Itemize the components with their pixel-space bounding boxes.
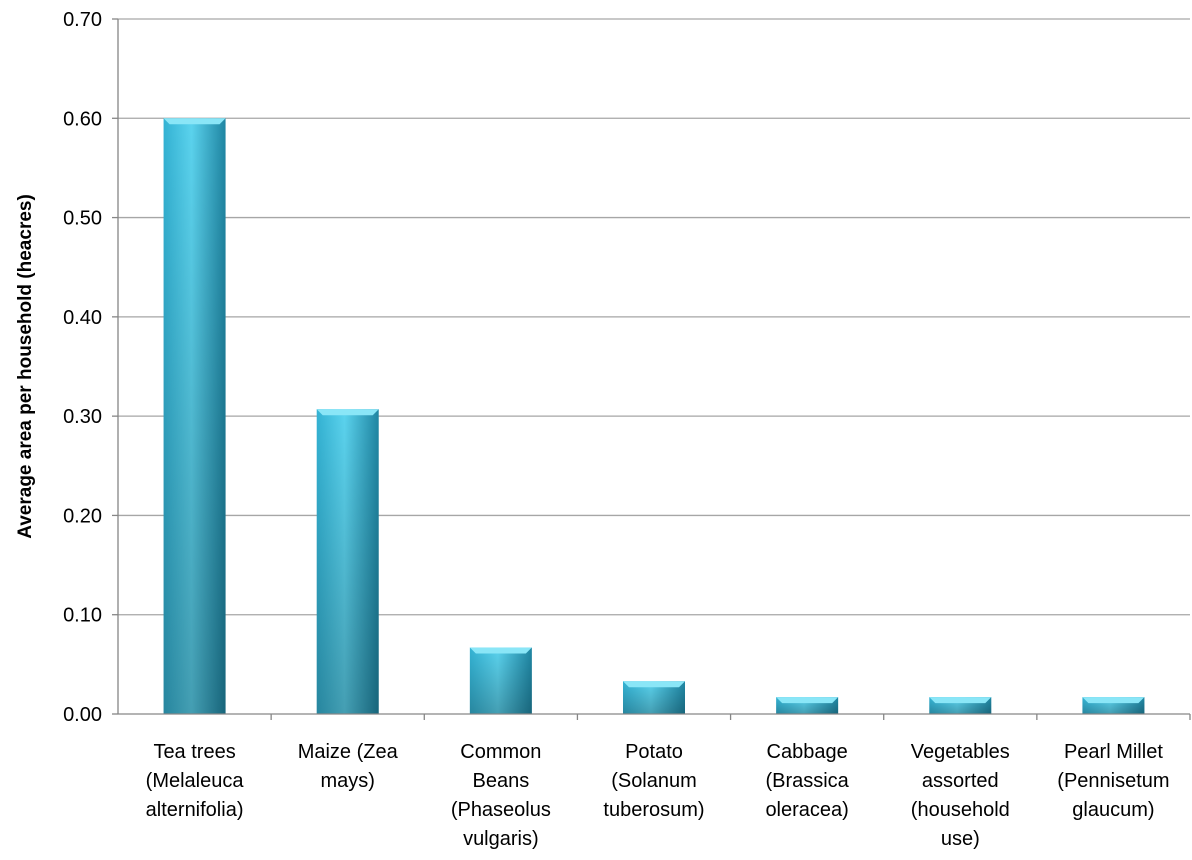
bar-bevel [316,409,379,416]
bar-shade [316,409,379,714]
x-category-label-line: assorted [922,770,999,792]
axes [112,18,1191,720]
x-category-label-line: (Phaseolus [451,799,551,821]
bar [1082,697,1145,714]
x-category-label-line: alternifolia) [146,799,244,821]
x-category-label-line: Common [460,741,541,763]
x-category-label-line: glaucum) [1072,799,1154,821]
bar-bevel [1082,697,1145,704]
x-category-label-line: use) [941,828,980,850]
bar [929,697,992,714]
x-category-label-line: mays) [320,770,374,792]
bar [163,118,226,715]
bar-bevel [776,697,839,704]
y-tick-label: 0.20 [63,505,102,527]
y-tick-label: 0.00 [63,704,102,726]
x-category-label: Common Beans (Phaseolus vulgaris) [451,741,551,850]
gridlines [118,18,1190,616]
x-category-label-line: Potato [625,741,683,763]
bar [316,409,379,714]
x-category-label: Cabbage (Brassica oleracea) [765,741,849,821]
bars [163,118,1145,715]
x-category-label-line: (Melaleuca [146,770,245,792]
x-category-label-line: vulgaris) [463,828,539,850]
bar-bevel [929,697,992,704]
x-category-label-line: Beans [472,770,529,792]
x-category-labels: Tea trees (Melaleuca alternifolia) Maize (Z… [146,741,1170,850]
x-category-label-line: (Solanum [611,770,697,792]
y-tick-label: 0.60 [63,108,102,130]
x-category-label: Tea trees (Melaleuca alternifolia) [146,741,245,821]
x-category-label-line: Tea trees [153,741,235,763]
bar [623,681,685,714]
y-tick-labels: 0.00 0.10 0.20 0.30 0.40 0.50 0.60 0.70 [63,9,102,726]
x-category-label-line: tuberosum) [603,799,704,821]
x-category-label-line: (Brassica [765,770,849,792]
bar [469,647,532,714]
bar-shade [469,647,532,714]
x-category-label-line: Vegetables [911,741,1010,763]
y-tick-label: 0.50 [63,208,102,230]
y-tick-label: 0.10 [63,605,102,627]
x-category-label: Vegetables assorted (household use) [911,741,1010,850]
y-axis-title: Average area per household (heacres) [15,194,36,539]
bar-bevel [623,681,685,688]
bar-bevel [163,118,226,125]
x-category-label-line: oleracea) [765,799,848,821]
x-category-label-line: (household [911,799,1010,821]
x-category-label: Pearl Millet (Pennisetum glaucum) [1057,741,1169,821]
x-category-label-line: (Pennisetum [1057,770,1169,792]
x-category-label: Maize (Zea mays) [298,741,399,792]
x-category-label-line: Cabbage [767,741,848,763]
bar-shade [163,118,226,715]
y-tick-label: 0.70 [63,9,102,31]
bar [776,697,839,714]
y-tick-label: 0.40 [63,307,102,329]
x-category-label: Potato (Solanum tuberosum) [603,741,704,821]
x-category-label-line: Maize (Zea [298,741,399,763]
y-tick-label: 0.30 [63,406,102,428]
bar-bevel [469,647,532,654]
x-category-label-line: Pearl Millet [1064,741,1163,763]
